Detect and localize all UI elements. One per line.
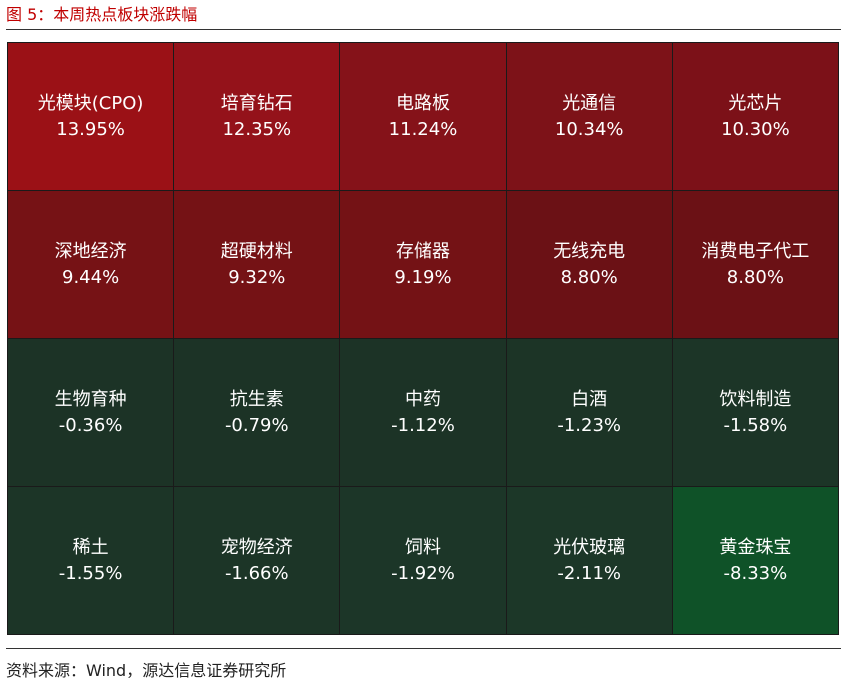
cell-sector-name: 黄金珠宝 [719,536,792,558]
heatmap-cell: 黄金珠宝 -8.33% [672,487,839,635]
heatmap-cell: 存储器 9.19% [340,191,507,339]
heatmap-cell: 白酒 -1.23% [506,339,673,487]
cell-change-label: -2.11% [557,562,622,584]
heatmap-cell: 抗生素 -0.79% [174,339,341,487]
heatmap-cell: 光伏玻璃 -2.11% [506,487,673,635]
cell-sector-name: 光伏玻璃 [553,536,626,558]
cell-sector-name: 抗生素 [229,388,284,410]
cell-change-label: 8.80% [560,266,618,288]
heatmap-cell: 饮料制造 -1.58% [672,339,839,487]
cell-change-label: -1.23% [557,414,622,436]
cell-change-label: -0.79% [224,414,289,436]
heatmap-cell: 光芯片 10.30% [672,43,839,191]
heatmap-cell: 消费电子代工 8.80% [672,191,839,339]
cell-sector-name: 生物育种 [54,388,127,410]
cell-change-label: -1.92% [391,562,455,584]
cell-sector-name: 超硬材料 [220,240,293,262]
cell-sector-name: 无线充电 [553,240,626,262]
heatmap-cell: 光通信 10.34% [506,43,673,191]
heatmap-cell: 培育钻石 12.35% [174,43,341,191]
heatmap-cell: 稀土 -1.55% [8,487,175,635]
cell-change-label: 8.80% [726,266,784,288]
cell-sector-name: 饲料 [404,536,441,558]
heatmap-cell: 超硬材料 9.32% [174,191,341,339]
cell-change-label: -0.36% [58,414,123,436]
source-note: 资料来源：Wind，源达信息证券研究所 [6,661,287,680]
cell-change-label: 10.34% [554,118,624,140]
heatmap-cell: 深地经济 9.44% [8,191,175,339]
heatmap-cell: 生物育种 -0.36% [8,339,175,487]
cell-sector-name: 中药 [404,388,441,410]
cell-change-label: 9.19% [394,266,452,288]
heatmap-grid: 光模块(CPO) 13.95% 培育钻石 12.35% 电路板 11.24% 光通信 10.3… [7,42,839,635]
cell-sector-name: 培育钻石 [220,92,293,114]
heatmap-cell: 电路板 11.24% [340,43,507,191]
cell-change-label: 12.35% [222,118,292,140]
cell-change-label: -1.66% [224,562,289,584]
cell-change-label: 10.30% [721,118,790,140]
top-divider [6,29,841,30]
cell-change-label: 9.44% [62,266,120,288]
cell-change-label: 9.32% [228,266,286,288]
cell-sector-name: 光模块(CPO) [37,92,144,114]
cell-change-label: -8.33% [723,562,788,584]
figure-title: 图 5：本周热点板块涨跌幅 [6,5,198,24]
cell-sector-name: 宠物经济 [220,536,293,558]
cell-sector-name: 深地经济 [54,240,127,262]
cell-change-label: 13.95% [56,118,125,140]
cell-sector-name: 饮料制造 [719,388,792,410]
heatmap-cell: 光模块(CPO) 13.95% [8,43,175,191]
cell-change-label: -1.55% [58,562,123,584]
cell-change-label: 11.24% [388,118,458,140]
heatmap-cell: 中药 -1.12% [340,339,507,487]
cell-sector-name: 存储器 [395,240,450,262]
cell-sector-name: 稀土 [72,536,109,558]
cell-change-label: -1.12% [391,414,455,436]
cell-sector-name: 消费电子代工 [701,240,810,262]
bottom-divider [6,648,841,649]
cell-sector-name: 光芯片 [728,92,783,114]
cell-sector-name: 电路板 [395,92,450,114]
cell-change-label: -1.58% [723,414,788,436]
heatmap-cell: 饲料 -1.92% [340,487,507,635]
cell-sector-name: 白酒 [571,388,608,410]
heatmap-cell: 宠物经济 -1.66% [174,487,341,635]
heatmap-cell: 无线充电 8.80% [506,191,673,339]
cell-sector-name: 光通信 [562,92,617,114]
